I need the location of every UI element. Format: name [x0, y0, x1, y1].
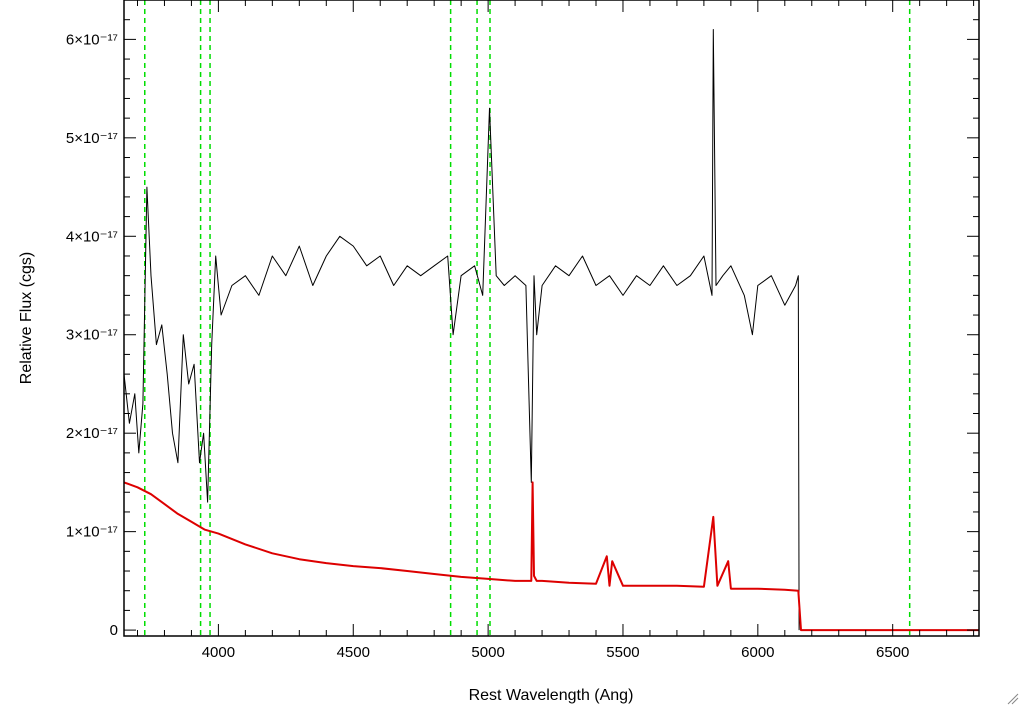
y-tick-label: 2×10⁻¹⁷ — [66, 425, 118, 442]
y-tick-label: 5×10⁻¹⁷ — [66, 130, 118, 147]
x-tick-label: 6500 — [876, 644, 909, 661]
plot-frame — [123, 0, 980, 637]
x-tick-label: 5500 — [606, 644, 639, 661]
series-layer — [123, 29, 979, 632]
x-tick-label: 5000 — [471, 644, 504, 661]
x-tick-label: 4500 — [337, 644, 370, 661]
x-axis-title: Rest Wavelength (Ang) — [469, 687, 634, 704]
y-tick-label: 3×10⁻¹⁷ — [66, 327, 118, 344]
resize-grip-icon[interactable] — [1007, 693, 1019, 705]
x-tick-label: 4000 — [202, 644, 235, 661]
y-axis-title: Relative Flux (cgs) — [18, 252, 35, 384]
axes: 4000 4500 5000 5500 6000 6500 0 1×10⁻¹⁷ 2×10⁻¹⁷ 3… — [66, 0, 980, 661]
error-line — [123, 481, 979, 632]
y-tick-label: 0 — [110, 622, 118, 639]
y-tick-label: 6×10⁻¹⁷ — [66, 31, 118, 48]
spectrum-line — [123, 29, 800, 631]
x-tick-label: 6000 — [741, 644, 774, 661]
y-tick-label: 4×10⁻¹⁷ — [66, 228, 118, 245]
y-tick-label: 1×10⁻¹⁷ — [66, 524, 118, 541]
